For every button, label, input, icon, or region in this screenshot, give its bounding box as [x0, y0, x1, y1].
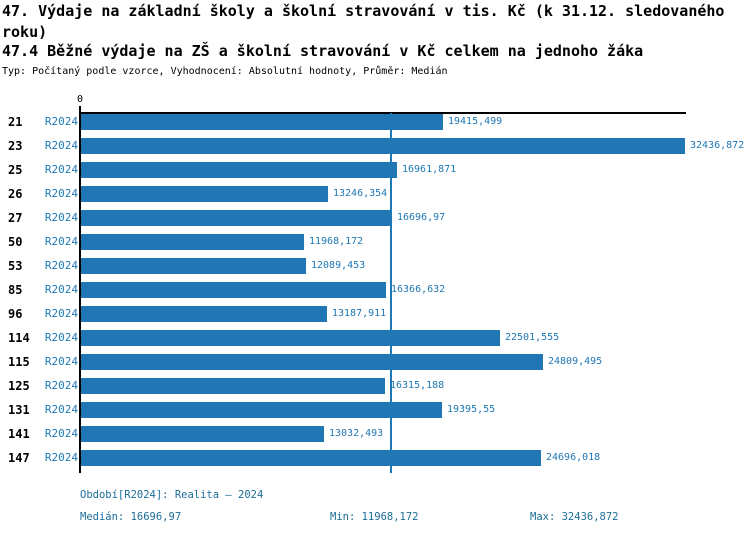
bar: [81, 426, 324, 442]
row-category-label: 50: [8, 235, 23, 249]
bar-value-label: 32436,872: [690, 140, 745, 151]
bar-value-label: 16366,632: [391, 284, 446, 295]
row-series-label: R2024: [44, 115, 78, 128]
bar: [81, 162, 397, 178]
row-series-label: R2024: [44, 427, 78, 440]
row-category-label: 147: [8, 451, 30, 465]
row-category-label: 131: [8, 403, 30, 417]
row-series-label: R2024: [44, 331, 78, 344]
bar-value-label: 13187,911: [332, 308, 387, 319]
bar-value-label: 24696,018: [546, 452, 601, 463]
median-reference-line: [390, 113, 392, 473]
bar: [81, 378, 385, 394]
row-series-label: R2024: [44, 403, 78, 416]
row-category-label: 25: [8, 163, 23, 177]
row-series-label: R2024: [44, 211, 78, 224]
bar-value-label: 19395,55: [447, 404, 496, 415]
row-category-label: 96: [8, 307, 23, 321]
chart-meta: Typ: Počítaný podle vzorce, Vyhodnocení:…: [2, 66, 448, 77]
bar-value-label: 16696,97: [397, 212, 446, 223]
row-series-label: R2024: [44, 379, 78, 392]
bar: [81, 114, 443, 130]
footer-max-stat: Max: 32436,872: [530, 511, 619, 523]
bar: [81, 234, 304, 250]
footer-min-stat: Min: 11968,172: [330, 511, 419, 523]
bar: [81, 450, 541, 466]
row-category-label: 27: [8, 211, 23, 225]
row-category-label: 125: [8, 379, 30, 393]
row-series-label: R2024: [44, 283, 78, 296]
row-series-label: R2024: [44, 163, 78, 176]
bar: [81, 186, 328, 202]
y-axis-line: [79, 110, 81, 473]
row-series-label: R2024: [44, 451, 78, 464]
row-category-label: 114: [8, 331, 30, 345]
row-series-label: R2024: [44, 355, 78, 368]
row-category-label: 21: [8, 115, 23, 129]
bar-value-label: 11968,172: [309, 236, 364, 247]
bar-value-label: 13246,354: [333, 188, 388, 199]
bar: [81, 210, 392, 226]
row-series-label: R2024: [44, 187, 78, 200]
row-category-label: 115: [8, 355, 30, 369]
x-axis-line: [79, 112, 686, 114]
row-category-label: 53: [8, 259, 23, 273]
bar-value-label: 13032,493: [329, 428, 384, 439]
row-category-label: 23: [8, 139, 23, 153]
bar: [81, 354, 543, 370]
row-series-label: R2024: [44, 235, 78, 248]
row-series-label: R2024: [44, 139, 78, 152]
bar: [81, 402, 442, 418]
bar-value-label: 12089,453: [311, 260, 366, 271]
bar-value-label: 22501,555: [505, 332, 560, 343]
bar: [81, 330, 500, 346]
row-category-label: 26: [8, 187, 23, 201]
x-axis-zero-label: 0: [76, 94, 84, 105]
footer-median-stat: Medián: 16696,97: [80, 511, 182, 523]
bar-value-label: 19415,499: [448, 116, 503, 127]
row-category-label: 85: [8, 283, 23, 297]
bar: [81, 258, 306, 274]
bar: [81, 306, 327, 322]
footer-period-legend: Období[R2024]: Realita – 2024: [80, 489, 264, 501]
bar-value-label: 24809,495: [548, 356, 603, 367]
bar: [81, 138, 685, 154]
row-series-label: R2024: [44, 259, 78, 272]
chart-title-main: 47. Výdaje na základní školy a školní st…: [2, 2, 725, 41]
bar-value-label: 16961,871: [402, 164, 457, 175]
bar: [81, 282, 386, 298]
row-category-label: 141: [8, 427, 30, 441]
bar-value-label: 16315,188: [390, 380, 445, 391]
chart-title-sub: 47.4 Běžné výdaje na ZŠ a školní stravov…: [2, 42, 644, 60]
row-series-label: R2024: [44, 307, 78, 320]
x-axis-zero-tick: [79, 106, 81, 112]
